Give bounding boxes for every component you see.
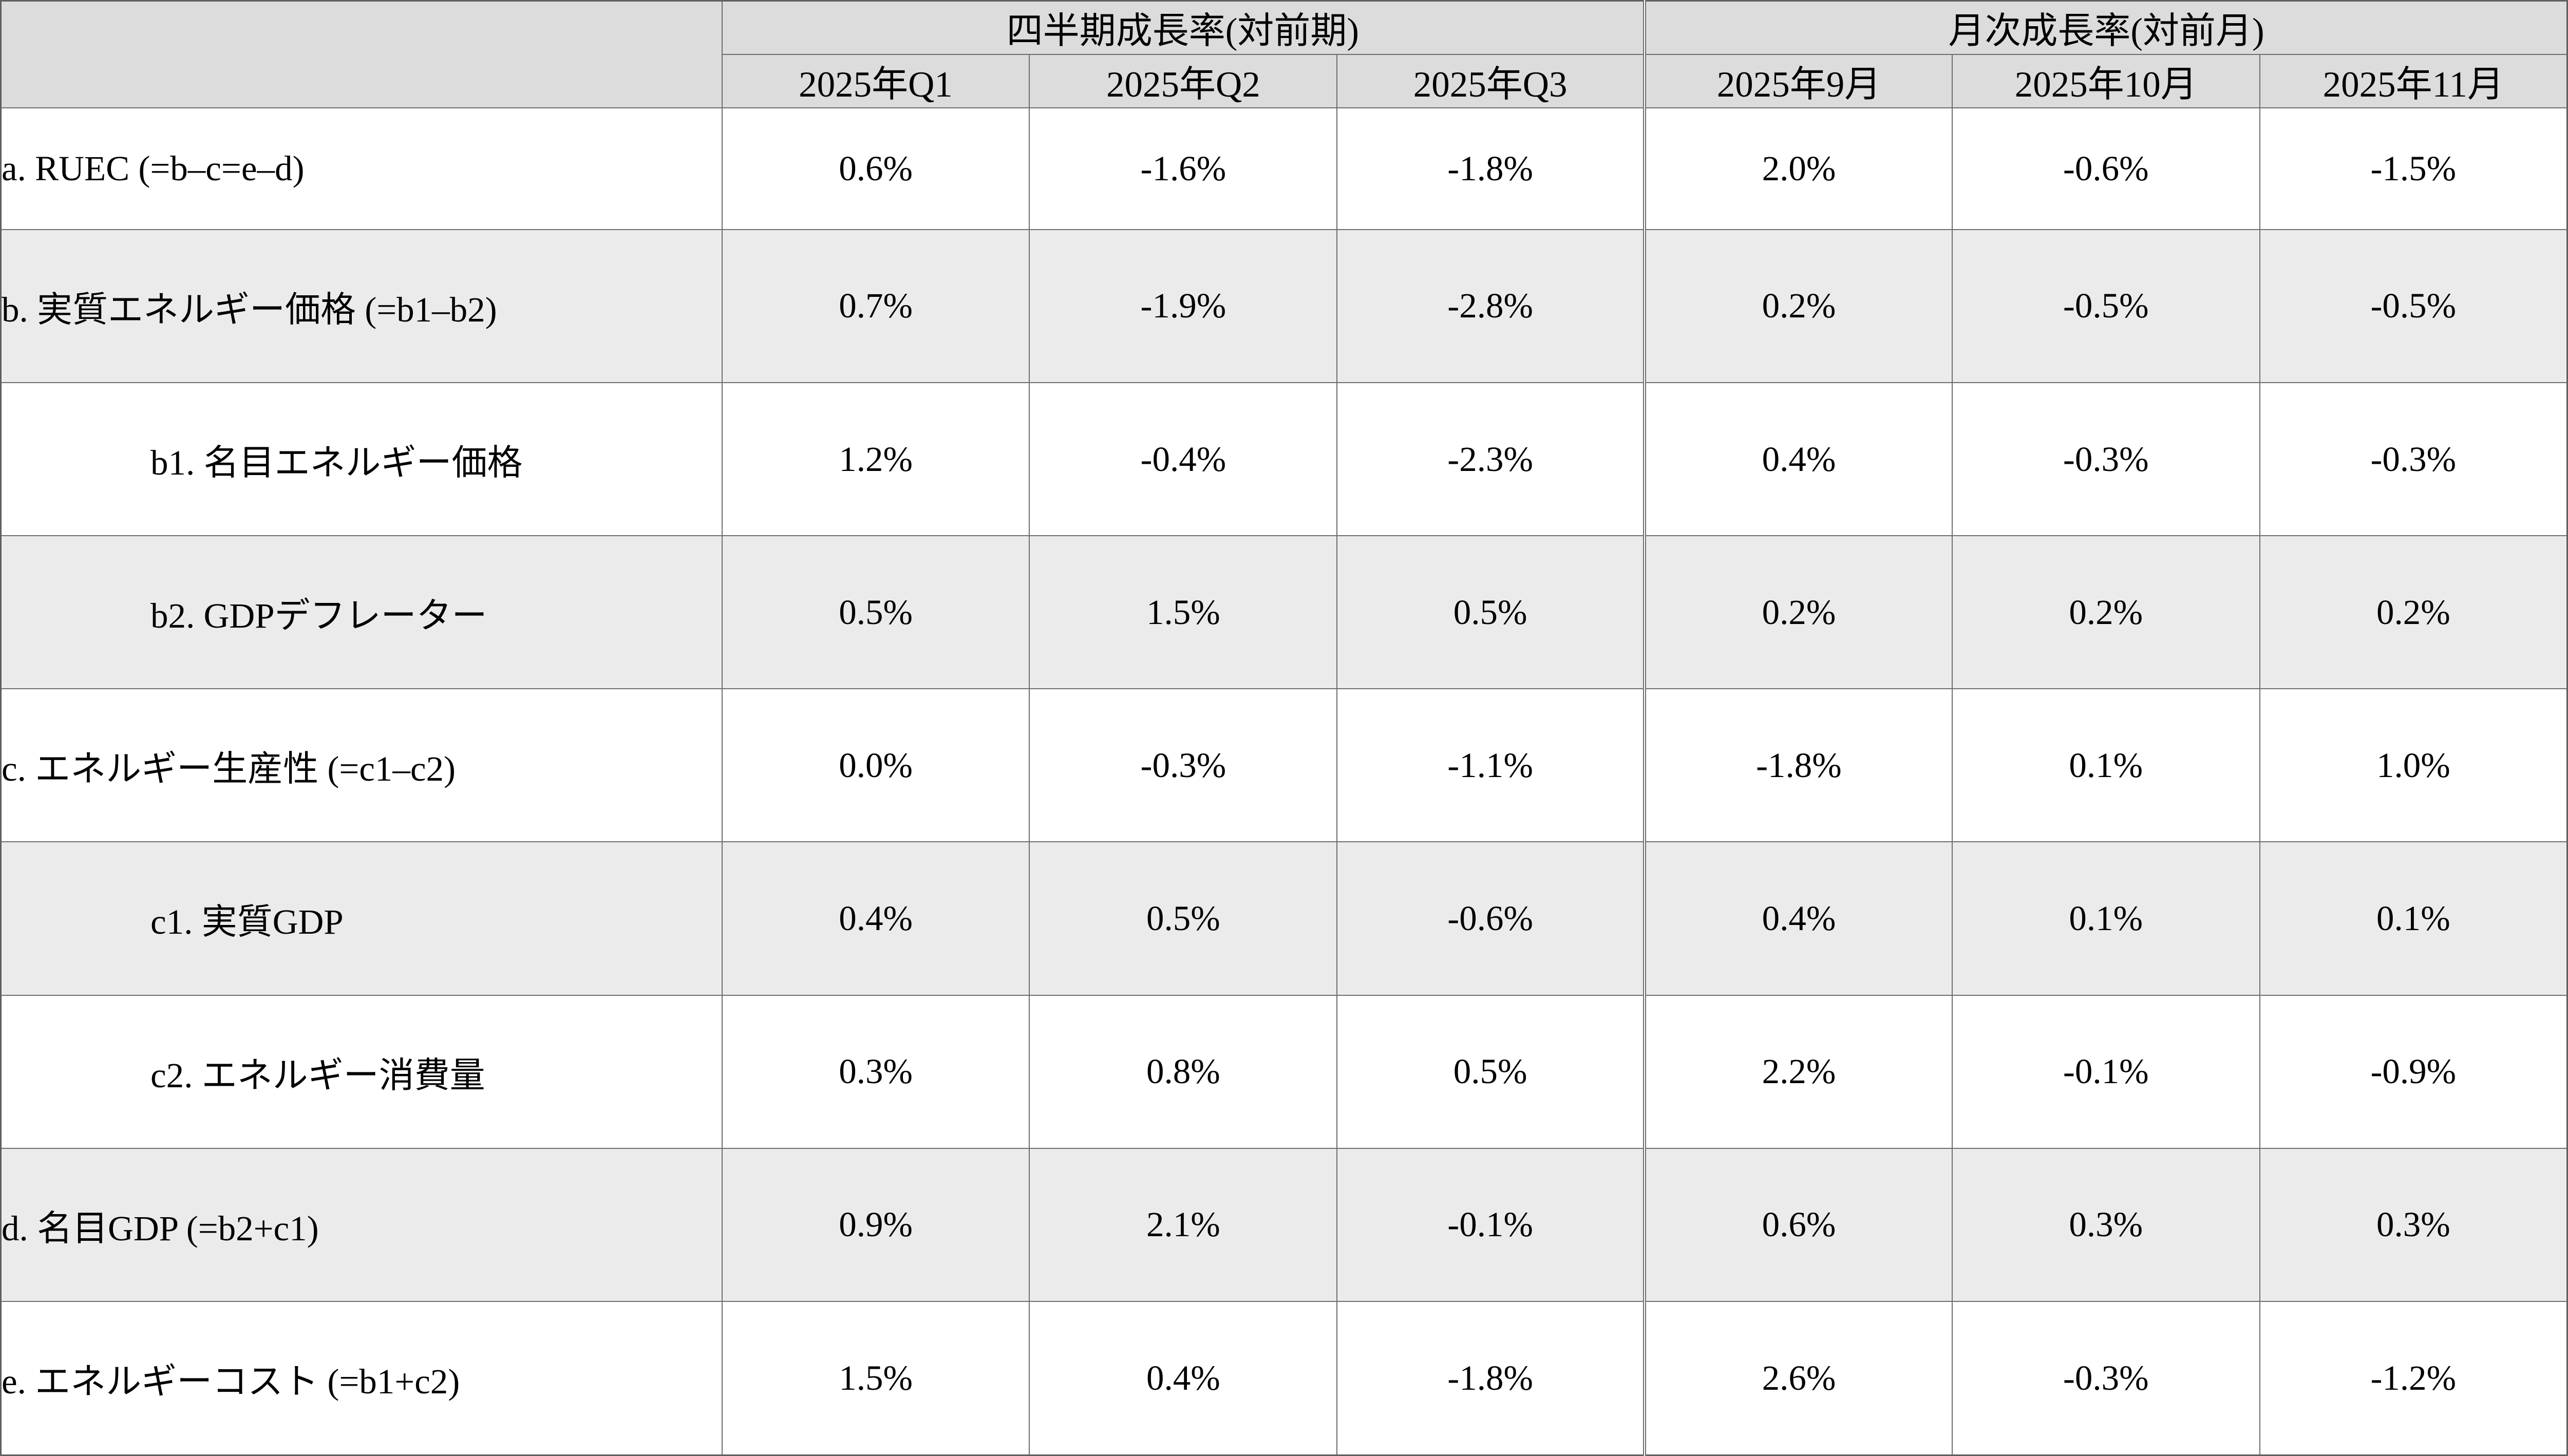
value-cell: 0.2% <box>2259 535 2568 690</box>
row-label: b2. GDPデフレーター <box>0 535 723 690</box>
col-header-2025q3: 2025年Q3 <box>1336 54 1646 108</box>
value-cell: 2.2% <box>1643 994 1953 1149</box>
value-cell: 0.7% <box>721 229 1030 383</box>
value-cell: -0.3% <box>1951 382 2260 537</box>
value-cell: -0.9% <box>2259 994 2568 1149</box>
table-row-c1: c1. 実質GDP 0.4% 0.5% -0.6% 0.4% 0.1% 0.1% <box>0 841 2568 996</box>
value-cell: 0.2% <box>1643 535 1953 690</box>
value-cell: 1.5% <box>1029 535 1338 690</box>
col-header-2025-09: 2025年9月 <box>1643 54 1953 108</box>
column-header-row: 2025年Q1 2025年Q2 2025年Q3 2025年9月 2025年10月… <box>1 54 2568 108</box>
value-cell: 1.0% <box>2259 688 2568 843</box>
value-cell: 0.1% <box>1951 841 2260 996</box>
col-header-2025q1: 2025年Q1 <box>721 54 1030 108</box>
value-cell: -0.6% <box>1951 107 2260 230</box>
value-cell: 0.6% <box>721 107 1030 230</box>
value-cell: -1.1% <box>1336 688 1646 843</box>
table-row-c: c. エネルギー生産性 (=c1–c2) 0.0% -0.3% -1.1% -1… <box>0 688 2568 843</box>
value-cell: 0.5% <box>721 535 1030 690</box>
group-header-row: 四半期成長率(対前期) 月次成長率(対前月) <box>0 0 2568 108</box>
row-label: d. 名目GDP (=b2+c1) <box>0 1147 723 1302</box>
value-cell: -1.2% <box>2259 1300 2568 1456</box>
value-cell: 0.1% <box>1951 688 2260 843</box>
value-cell: 0.4% <box>1029 1300 1338 1456</box>
col-header-2025-10: 2025年10月 <box>1951 54 2260 108</box>
row-label: e. エネルギーコスト (=b1+c2) <box>0 1300 723 1456</box>
table-row-e: e. エネルギーコスト (=b1+c2) 1.5% 0.4% -1.8% 2.6… <box>0 1300 2568 1456</box>
value-cell: 0.5% <box>1029 841 1338 996</box>
row-label: c1. 実質GDP <box>0 841 723 996</box>
value-cell: -1.5% <box>2259 107 2568 230</box>
col-header-2025q2: 2025年Q2 <box>1029 54 1338 108</box>
value-cell: 0.1% <box>2259 841 2568 996</box>
value-cell: 0.3% <box>1951 1147 2260 1302</box>
value-cell: 0.5% <box>1336 535 1646 690</box>
value-cell: -1.8% <box>1643 688 1953 843</box>
monthly-group-header: 月次成長率(対前月) <box>1643 0 2568 55</box>
row-label: b. 実質エネルギー価格 (=b1–b2) <box>0 229 723 383</box>
value-cell: -0.3% <box>1951 1300 2260 1456</box>
value-cell: 0.2% <box>1643 229 1953 383</box>
value-cell: 0.3% <box>721 994 1030 1149</box>
row-label: c. エネルギー生産性 (=c1–c2) <box>0 688 723 843</box>
value-cell: 0.0% <box>721 688 1030 843</box>
value-cell: 2.6% <box>1643 1300 1953 1456</box>
value-cell: -0.3% <box>2259 382 2568 537</box>
value-cell: 0.4% <box>1643 841 1953 996</box>
table-row-a: a. RUEC (=b–c=e–d) 0.6% -1.6% -1.8% 2.0%… <box>0 107 2568 230</box>
value-cell: -1.8% <box>1336 1300 1646 1456</box>
value-cell: -0.4% <box>1029 382 1338 537</box>
value-cell: -0.1% <box>1951 994 2260 1149</box>
row-label: b1. 名目エネルギー価格 <box>0 382 723 537</box>
quarterly-group-header: 四半期成長率(対前期) <box>721 0 1646 55</box>
corner-cell <box>0 0 723 108</box>
value-cell: 0.2% <box>1951 535 2260 690</box>
value-cell: -0.1% <box>1336 1147 1646 1302</box>
table-row-d: d. 名目GDP (=b2+c1) 0.9% 2.1% -0.1% 0.6% 0… <box>0 1147 2568 1302</box>
value-cell: 2.1% <box>1029 1147 1338 1302</box>
value-cell: -1.9% <box>1029 229 1338 383</box>
value-cell: -0.5% <box>2259 229 2568 383</box>
value-cell: 0.9% <box>721 1147 1030 1302</box>
value-cell: 1.2% <box>721 382 1030 537</box>
value-cell: 2.0% <box>1643 107 1953 230</box>
row-label: a. RUEC (=b–c=e–d) <box>0 107 723 230</box>
value-cell: 0.3% <box>2259 1147 2568 1302</box>
value-cell: 0.4% <box>721 841 1030 996</box>
value-cell: 0.5% <box>1336 994 1646 1149</box>
table-row-c2: c2. エネルギー消費量 0.3% 0.8% 0.5% 2.2% -0.1% -… <box>0 994 2568 1149</box>
table-row-b2: b2. GDPデフレーター 0.5% 1.5% 0.5% 0.2% 0.2% 0… <box>0 535 2568 690</box>
value-cell: 0.8% <box>1029 994 1338 1149</box>
value-cell: 0.6% <box>1643 1147 1953 1302</box>
row-label: c2. エネルギー消費量 <box>0 994 723 1149</box>
table-row-b: b. 実質エネルギー価格 (=b1–b2) 0.7% -1.9% -2.8% 0… <box>0 229 2568 383</box>
table-row-b1: b1. 名目エネルギー価格 1.2% -0.4% -2.3% 0.4% -0.3… <box>0 382 2568 537</box>
value-cell: 0.4% <box>1643 382 1953 537</box>
value-cell: -0.3% <box>1029 688 1338 843</box>
value-cell: 1.5% <box>721 1300 1030 1456</box>
value-cell: -1.8% <box>1336 107 1646 230</box>
value-cell: -1.6% <box>1029 107 1338 230</box>
value-cell: -0.6% <box>1336 841 1646 996</box>
value-cell: -2.3% <box>1336 382 1646 537</box>
col-header-2025-11: 2025年11月 <box>2259 54 2568 108</box>
value-cell: -0.5% <box>1951 229 2260 383</box>
value-cell: -2.8% <box>1336 229 1646 383</box>
